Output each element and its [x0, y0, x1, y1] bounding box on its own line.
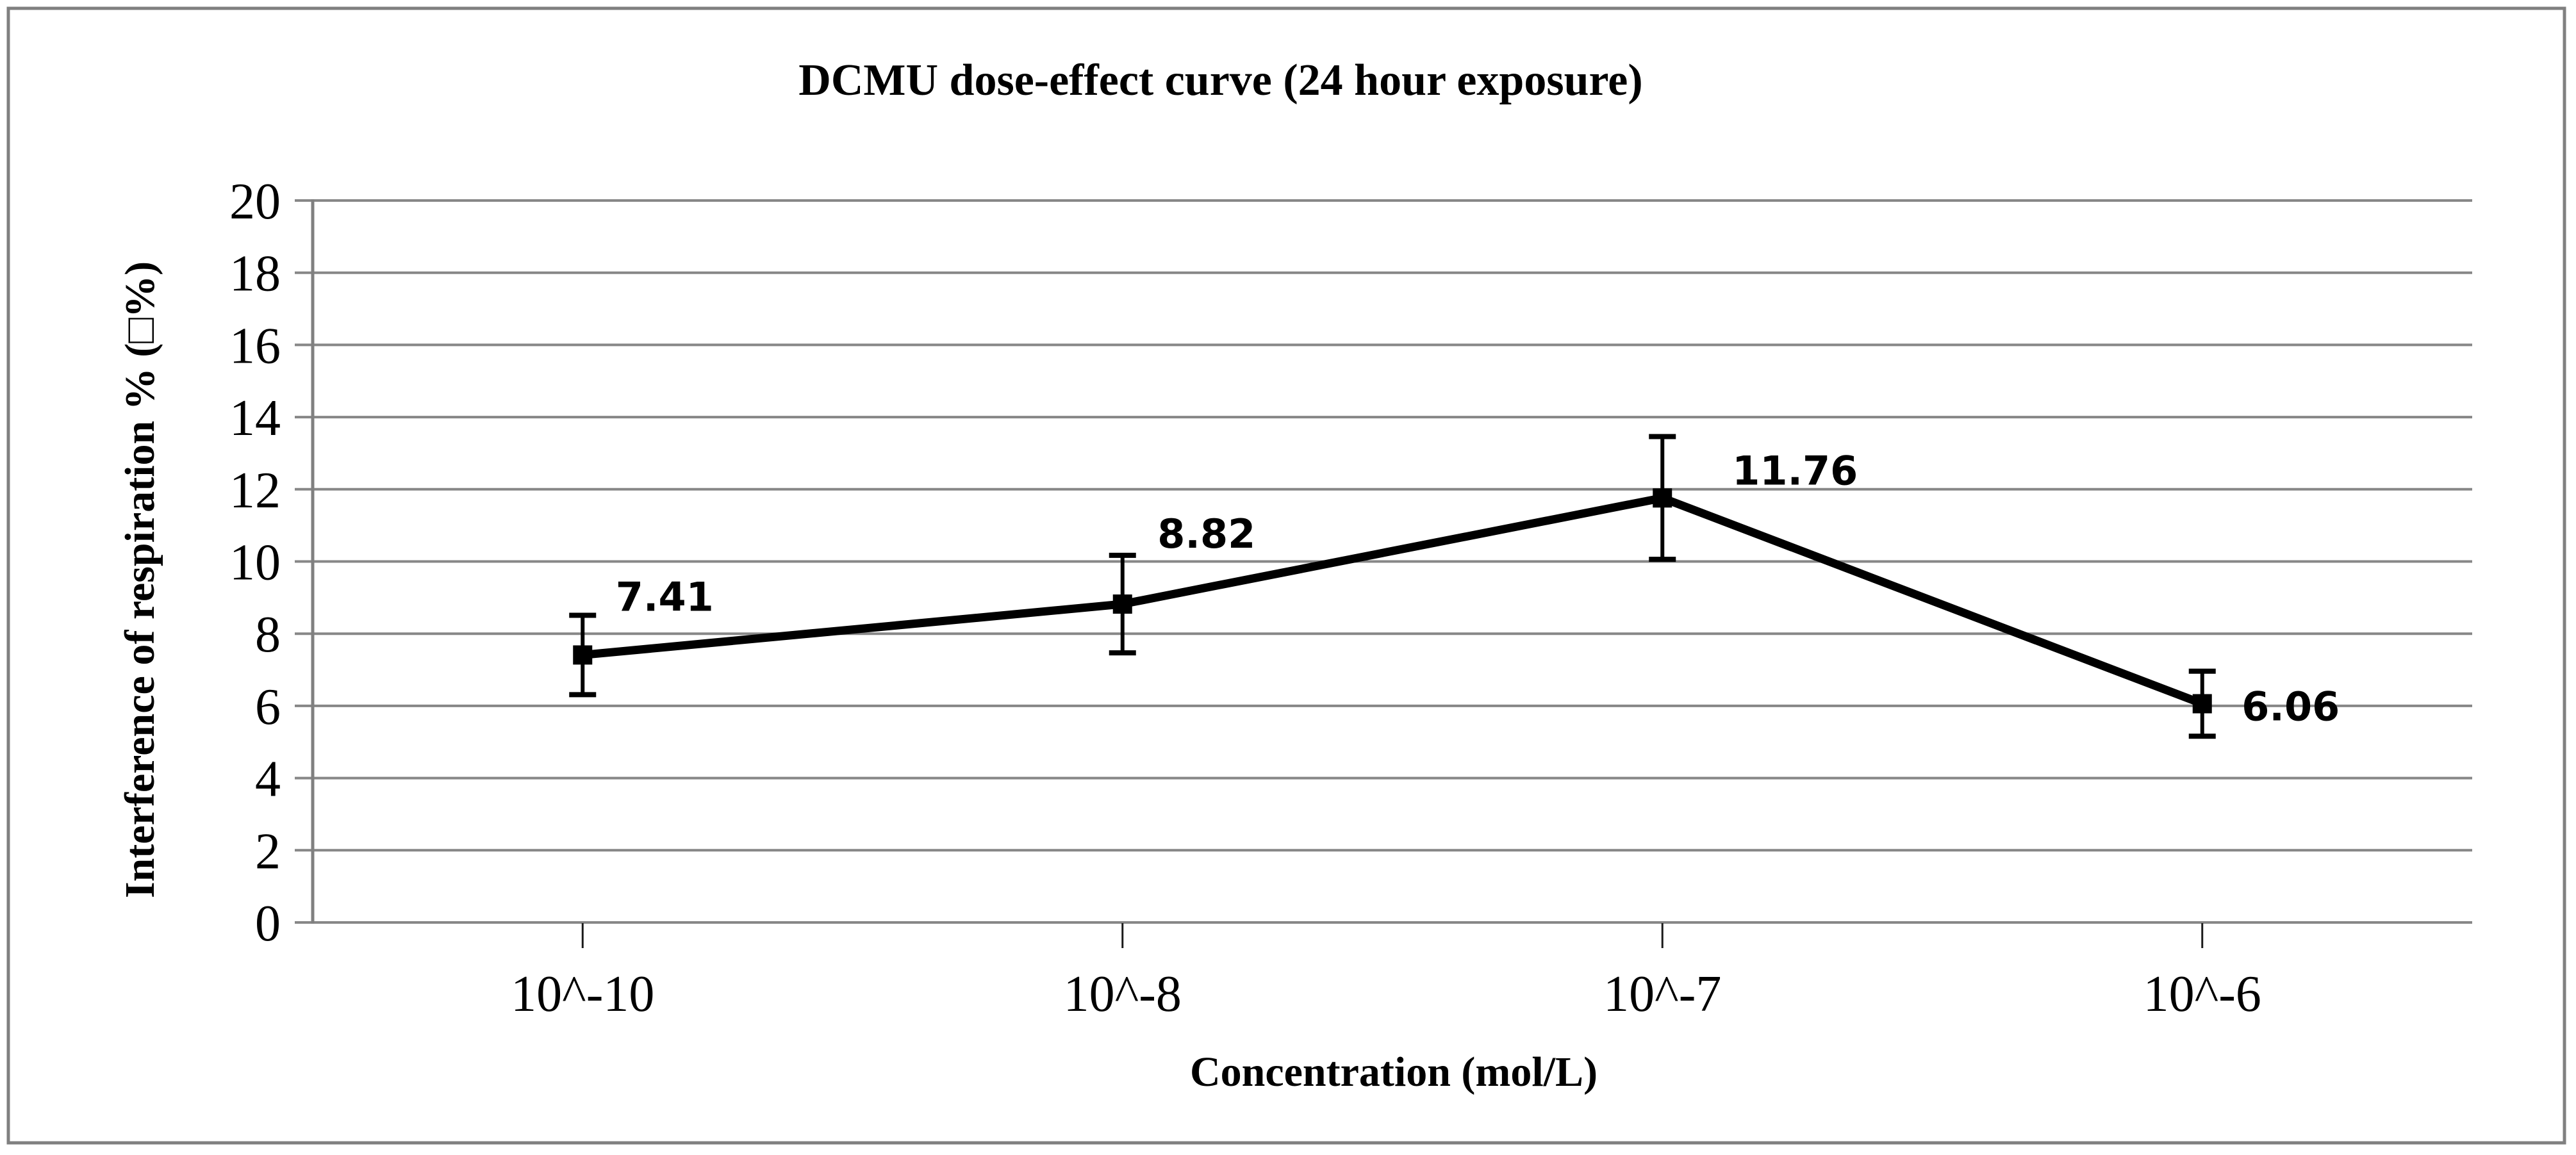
data-point-marker: [2192, 694, 2212, 714]
data-label: 11.76: [1732, 447, 1858, 494]
data-point-marker: [1653, 488, 1672, 508]
gridlines-group: [295, 199, 2472, 924]
y-tick-label: 14: [229, 390, 281, 446]
y-tick-label: 2: [255, 823, 281, 880]
y-tick-labels-group: 0 2 4 6 8 10 12 14 16 18 20: [229, 174, 281, 952]
y-tick-label: 0: [255, 896, 281, 952]
chart-title: DCMU dose-effect curve (24 hour exposure…: [798, 56, 1642, 105]
y-tick-label: 12: [229, 463, 281, 519]
x-tick-label: 10^-7: [1603, 966, 1721, 1022]
y-tick-label: 6: [255, 679, 281, 735]
data-label: 7.41: [616, 573, 714, 620]
data-labels-group: 7.41 8.82 11.76 6.06: [616, 447, 2340, 730]
x-tick-label: 10^-8: [1064, 966, 1182, 1022]
x-tick-label: 10^-10: [511, 966, 654, 1022]
data-point-marker: [573, 645, 593, 665]
series-line: [582, 493, 2204, 708]
data-label: 6.06: [2242, 684, 2340, 730]
data-label: 8.82: [1157, 511, 1255, 557]
x-tick-labels-group: 10^-10 10^-8 10^-7 10^-6: [511, 966, 2261, 1022]
x-axis-title: Concentration (mol/L): [1190, 1049, 1598, 1095]
x-tick-marks-group: [581, 923, 2204, 948]
data-series-group: [569, 434, 2216, 739]
y-tick-label: 10: [229, 535, 281, 591]
y-axis-title: Interference of respiration % (□%): [117, 261, 163, 898]
x-tick-label: 10^-6: [2143, 966, 2261, 1022]
y-tick-label: 8: [255, 607, 281, 663]
y-tick-label: 4: [255, 751, 281, 808]
y-tick-label: 20: [229, 174, 281, 230]
y-tick-label: 16: [229, 318, 281, 374]
y-tick-label: 18: [229, 246, 281, 302]
data-point-marker: [1112, 594, 1132, 614]
